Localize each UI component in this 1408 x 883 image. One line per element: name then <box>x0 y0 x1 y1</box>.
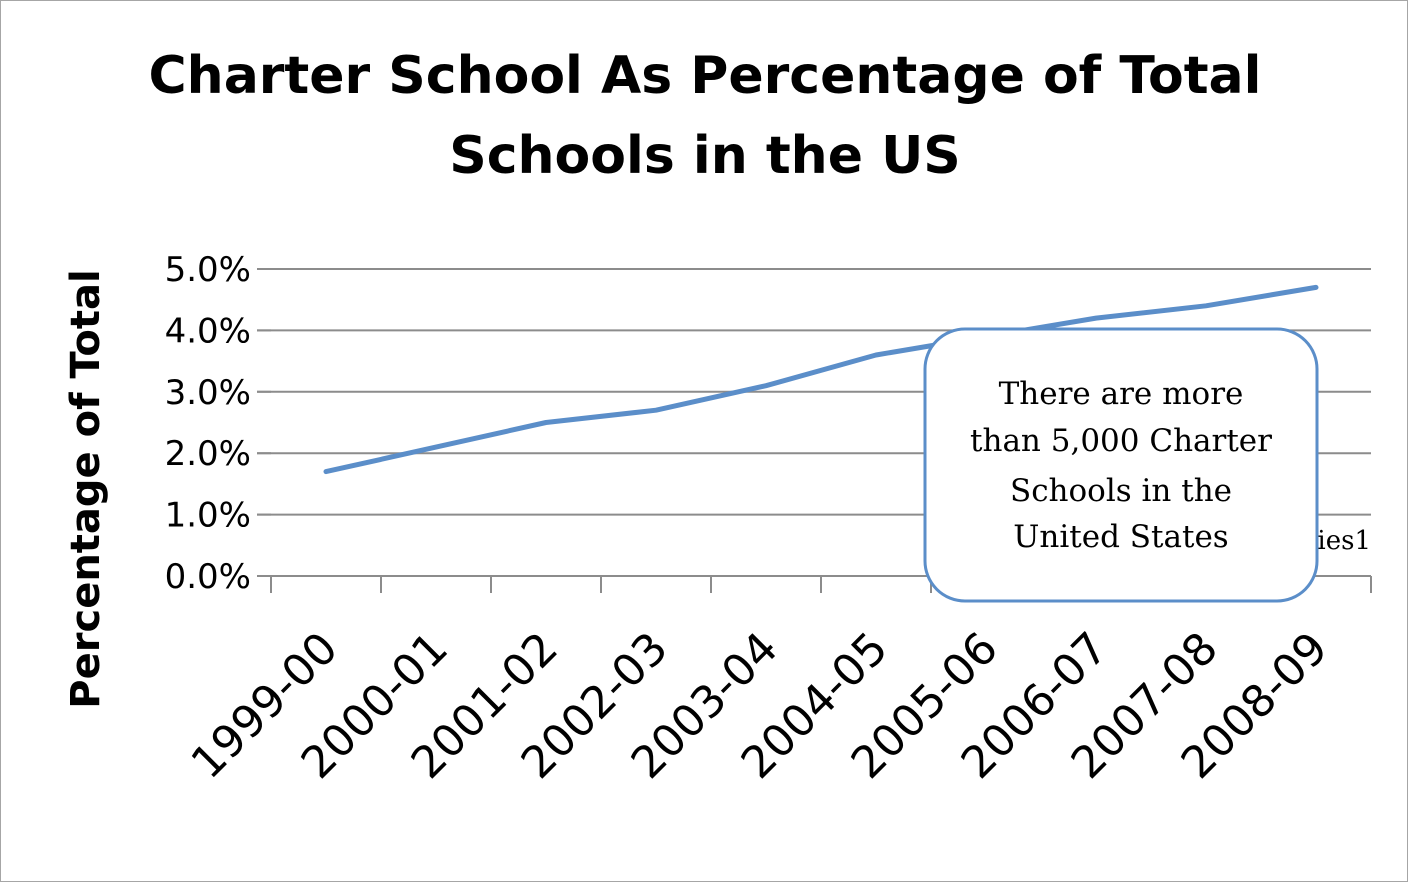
y-tick-label: 0.0% <box>165 557 251 597</box>
y-tick-label: 1.0% <box>165 496 251 536</box>
y-tick-label: 5.0% <box>165 250 251 290</box>
chart-title-line-2: Schools in the US <box>449 126 961 186</box>
chart-title-line-1: Charter School As Percentage of Total <box>149 46 1262 106</box>
legend-entry-series1: ies1 <box>1317 526 1371 556</box>
callout-box <box>923 327 1319 603</box>
callout-line-1: There are more <box>999 376 1244 412</box>
series-line <box>323 284 1319 475</box>
y-axis-ticks: 0.0% 1.0% 2.0% 3.0% 4.0% 5.0% <box>165 250 271 597</box>
x-axis-ticks: 1999-002000-012001-022002-032003-042004-… <box>182 623 1338 789</box>
series-layer <box>323 284 1319 475</box>
y-tick-label: 2.0% <box>165 434 251 474</box>
callout-line-4: United States <box>1013 519 1228 555</box>
y-axis-label: Percentage of Total <box>63 269 109 708</box>
callout-line-3: Schools in the <box>1010 473 1232 509</box>
callout-line-2: than 5,000 Charter <box>970 423 1272 459</box>
y-tick-label: 4.0% <box>165 311 251 351</box>
y-tick-label: 3.0% <box>165 373 251 413</box>
annotation-callout: There are more than 5,000 Charter School… <box>923 327 1319 603</box>
